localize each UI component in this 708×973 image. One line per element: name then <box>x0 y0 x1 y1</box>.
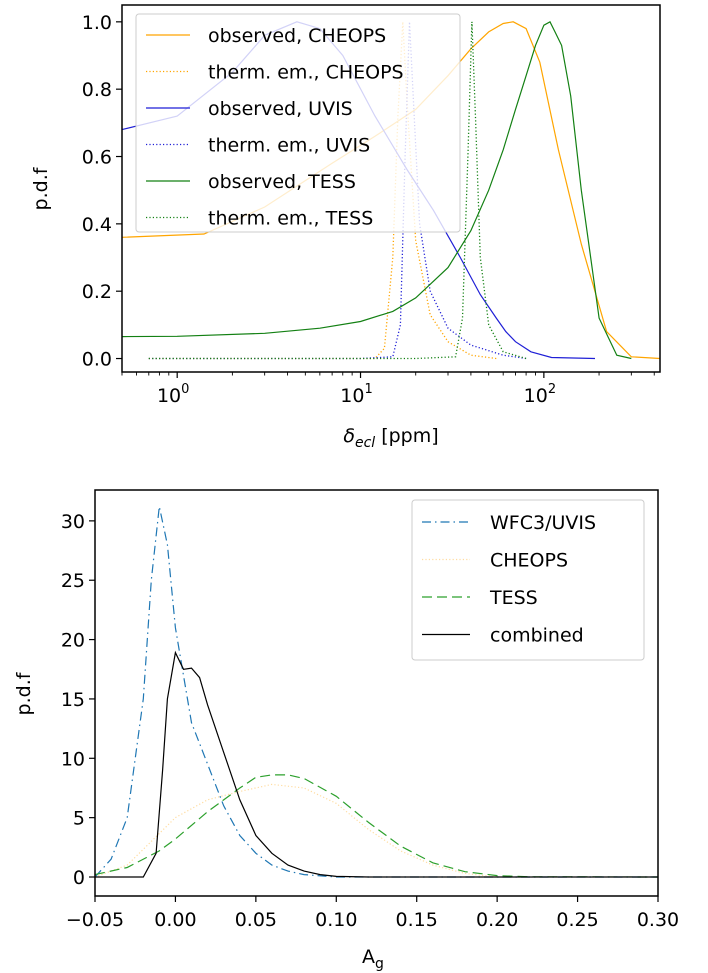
y-tick-label: 1.0 <box>82 12 112 34</box>
bottom-series-lines <box>94 506 659 878</box>
top-legend-items: observed, CHEOPS therm. em., CHEOPS observ… <box>146 25 404 230</box>
x-tick-label: 0.25 <box>556 909 598 931</box>
x-tick-label: 102 <box>524 382 556 407</box>
x-tick-label: 0.10 <box>315 909 357 931</box>
y-tick-label: 15 <box>61 689 85 711</box>
series-line-therm-em-tess <box>148 21 527 360</box>
bottom-axes-frame <box>94 489 659 897</box>
series-line-cheops <box>94 783 498 878</box>
x-tick-label: 0.05 <box>235 909 277 931</box>
legend-label-tess: TESS <box>489 587 538 609</box>
y-tick-label: 10 <box>61 748 85 770</box>
legend-label-observed-uvis: observed, UVIS <box>208 98 353 120</box>
legend-label-combined: combined <box>490 625 584 647</box>
top-y-axis-label: p.d.f <box>30 166 52 210</box>
legend-label-therm-em-cheops: therm. em., CHEOPS <box>208 62 404 84</box>
y-tick-label: 0.6 <box>82 147 112 169</box>
bottom-legend-box <box>411 499 645 661</box>
x-tick-label: 0.00 <box>154 909 196 931</box>
y-tick-label: 0.2 <box>82 281 112 303</box>
top-legend: observed, CHEOPS therm. em., CHEOPS observ… <box>135 13 461 233</box>
y-tick-label: 5 <box>73 808 85 830</box>
bottom-legend-items: WFC3/UVIS CHEOPS TESS combined <box>422 512 596 647</box>
y-tick-label: 20 <box>61 630 85 652</box>
bottom-y-axis-label: p.d.f <box>13 671 35 715</box>
x-tick-label: 100 <box>157 382 189 407</box>
y-tick-label: 0 <box>73 867 85 889</box>
bottom-x-axis: −0.05 0.00 0.05 0.10 0.15 0.20 0.25 0.30 <box>66 896 679 931</box>
legend-label-cheops: CHEOPS <box>490 550 568 572</box>
bottom-legend: WFC3/UVIS CHEOPS TESS combined <box>411 499 645 661</box>
top-x-axis-label: δecl [ppm] <box>343 425 438 451</box>
top-x-axis: 100 101 102 <box>121 372 655 407</box>
series-line-observed-tess <box>121 20 632 360</box>
x-tick-label: 101 <box>340 382 372 407</box>
top-axes-frame <box>121 4 661 373</box>
series-line-therm-em-cheops <box>148 21 497 360</box>
legend-label-observed-cheops: observed, CHEOPS <box>208 25 386 47</box>
y-tick-label: 0.0 <box>82 349 112 371</box>
legend-label-wfc3-uvis: WFC3/UVIS <box>490 512 596 534</box>
x-tick-label: 0.15 <box>396 909 438 931</box>
top-panel: 0.0 0.2 0.4 0.6 0.8 1.0 100 101 102 p.d.f δecl … <box>30 4 661 451</box>
series-line-wfc3-uvis <box>94 506 658 878</box>
bottom-panel: 0 5 10 15 20 25 30 −0.05 0.00 0.05 0.10 0.15 0.20 0.… <box>13 489 679 972</box>
y-tick-label: 25 <box>61 570 85 592</box>
y-tick-label: 30 <box>61 511 85 533</box>
x-tick-label: −0.05 <box>66 909 124 931</box>
top-y-axis: 0.0 0.2 0.4 0.6 0.8 1.0 <box>82 12 122 371</box>
series-line-tess <box>94 774 659 878</box>
y-tick-label: 0.4 <box>82 214 112 236</box>
top-legend-box <box>135 13 461 233</box>
x-tick-label: 0.20 <box>476 909 518 931</box>
bottom-y-axis: 0 5 10 15 20 25 30 <box>61 511 95 889</box>
legend-label-observed-tess: observed, TESS <box>208 171 356 193</box>
legend-label-therm-em-uvis: therm. em., UVIS <box>208 135 370 157</box>
y-tick-label: 0.8 <box>82 79 112 101</box>
legend-label-therm-em-tess: therm. em., TESS <box>208 208 373 230</box>
bottom-x-axis-label: Ag <box>362 946 384 972</box>
series-line-combined <box>95 650 658 878</box>
x-tick-label: 0.30 <box>637 909 679 931</box>
